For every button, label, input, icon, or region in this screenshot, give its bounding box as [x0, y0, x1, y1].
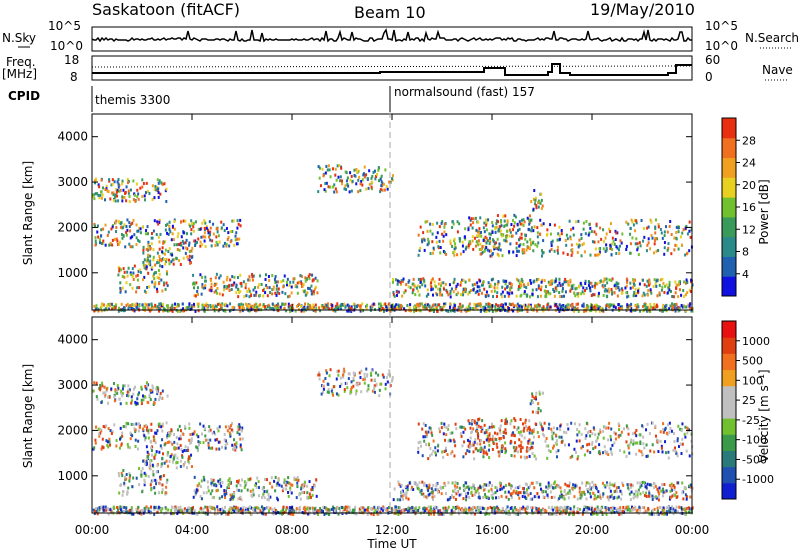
y-tick-label: 1000 — [57, 266, 88, 280]
freq-unit-label: [MHz] — [2, 67, 37, 81]
nsearch-tick-top: 10^5 — [705, 19, 738, 33]
x-tick-label: 08:00 — [275, 523, 310, 537]
colorbar-swatch — [722, 177, 736, 198]
date-title: 19/May/2010 — [590, 0, 695, 19]
colorbar-tick-label: 4 — [742, 268, 749, 281]
nsky-panel: N.Sky 10^5 10^0 10^5 10^0 N.Search — [2, 19, 799, 53]
colorbar-tick-label: -1000 — [742, 473, 774, 486]
y-tick-label: 3000 — [57, 378, 88, 392]
power-colorbar-label: Power [dB] — [757, 179, 771, 244]
nave-tick-top: 60 — [705, 53, 720, 67]
power-heatmap-data — [92, 163, 694, 313]
velocity-colorbar-label: Velocity [m s⁻¹] — [757, 369, 771, 462]
colorbar-swatch — [722, 401, 736, 419]
colorbar-swatch — [722, 418, 736, 435]
colorbar-tick-label: -25 — [742, 414, 760, 427]
nsky-trace — [91, 28, 692, 43]
colorbar-tick-label: 20 — [742, 179, 756, 192]
colorbar-tick-label: -100 — [742, 434, 767, 447]
power-panel: 1000 2000 3000 4000 Slant Range [km] 4 8 12 16… — [21, 113, 771, 313]
station-title: Saskatoon (fitACF) — [92, 0, 240, 19]
y-tick-label: 4000 — [57, 333, 88, 347]
nave-tick-bottom: 0 — [705, 70, 713, 84]
nsky-label: N.Sky — [2, 31, 36, 45]
colorbar-tick-label: 24 — [742, 157, 756, 170]
colorbar-swatch — [722, 482, 736, 500]
colorbar-swatch — [722, 385, 736, 403]
y-tick-label: 2000 — [57, 220, 88, 234]
colorbar-swatch — [722, 369, 736, 387]
colorbar-tick-label: -500 — [742, 453, 767, 466]
nsearch-label: N.Search — [745, 31, 799, 45]
x-tick-label: 00:00 — [75, 523, 110, 537]
y-tick-label: 3000 — [57, 175, 88, 189]
colorbar-swatch — [722, 353, 736, 371]
nsearch-tick-bottom: 10^0 — [705, 39, 738, 53]
x-axis-label: Time UT — [366, 537, 417, 551]
y-tick-label: 1000 — [57, 469, 88, 483]
colorbar-swatch — [722, 450, 736, 468]
velocity-panel: 1000 2000 3000 4000 Slant Range [km] 1000 50… — [21, 316, 774, 516]
colorbar-tick-label: 500 — [742, 355, 763, 368]
power-ylabel: Slant Range [km] — [21, 161, 35, 265]
nave-trace — [92, 63, 692, 76]
nsky-tick-bottom: 10^0 — [50, 39, 83, 53]
freq-dotted-line — [91, 65, 693, 68]
velocity-ylabel: Slant Range [km] — [21, 364, 35, 468]
colorbar-swatch — [722, 197, 736, 218]
freq-tick-top: 18 — [64, 53, 79, 67]
colorbar-tick-label: 28 — [742, 134, 756, 147]
colorbar-swatch — [722, 276, 736, 297]
colorbar-swatch — [722, 321, 736, 338]
cpid-mode-1: themis 3300 — [95, 93, 170, 107]
colorbar-tick-label: 16 — [742, 201, 756, 214]
cpid-panel: CPID themis 3300 normalsound (fast) 157 — [8, 85, 535, 112]
x-tick-label: 12:00 — [375, 523, 410, 537]
velocity-colorbar: 1000 500 100 25 -25 -100 -500 -1000 — [721, 320, 774, 500]
freq-label: Freq. — [6, 55, 36, 69]
colorbar-swatch — [722, 236, 736, 257]
colorbar-swatch — [722, 137, 736, 159]
colorbar-swatch — [722, 118, 736, 139]
colorbar-tick-label: 100 — [742, 374, 763, 387]
x-tick-label: 20:00 — [575, 523, 610, 537]
colorbar-swatch — [722, 256, 736, 277]
cpid-mode-2: normalsound (fast) 157 — [394, 85, 535, 99]
nsky-tick-top: 10^5 — [48, 19, 81, 33]
freq-panel: Freq. [MHz] 18 8 60 0 Nave — [2, 53, 793, 84]
nave-label: Nave — [762, 63, 793, 77]
power-colorbar: 4 8 12 16 20 24 28 — [721, 117, 756, 297]
colorbar-tick-label: 25 — [742, 394, 756, 407]
colorbar-tick-label: 1000 — [742, 335, 770, 348]
x-tick-label: 16:00 — [475, 523, 510, 537]
colorbar-swatch — [722, 157, 736, 178]
colorbar-swatch — [722, 216, 736, 238]
colorbar-swatch — [722, 466, 736, 484]
colorbar-swatch — [722, 337, 736, 354]
x-tick-label: 00:00 — [675, 523, 710, 537]
y-tick-label: 2000 — [57, 423, 88, 437]
x-tick-label: 04:00 — [175, 523, 210, 537]
y-tick-label: 4000 — [57, 130, 88, 144]
colorbar-swatch — [722, 434, 736, 451]
cpid-label: CPID — [8, 89, 40, 103]
freq-tick-bottom: 8 — [70, 70, 78, 84]
beam-title: Beam 10 — [354, 3, 426, 22]
velocity-heatmap-data — [92, 367, 694, 516]
colorbar-tick-label: 8 — [742, 246, 749, 259]
colorbar-tick-label: 12 — [742, 223, 756, 236]
x-axis: 00:00 04:00 08:00 12:00 16:00 20:00 00:00 — [75, 114, 710, 537]
